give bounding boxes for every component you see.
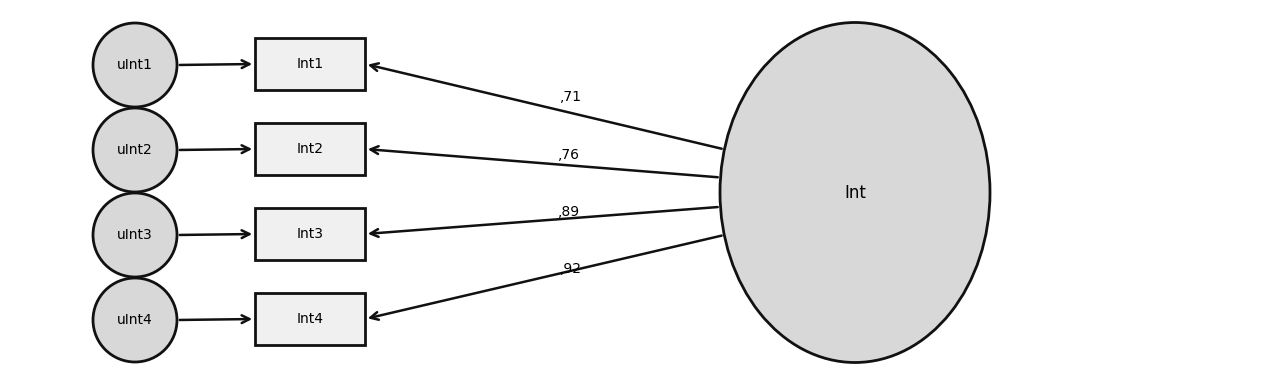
Text: uInt3: uInt3 bbox=[117, 228, 153, 242]
FancyBboxPatch shape bbox=[255, 38, 365, 90]
Text: ,89: ,89 bbox=[558, 206, 579, 219]
Text: Int: Int bbox=[844, 184, 865, 201]
Text: Int4: Int4 bbox=[296, 312, 323, 326]
FancyBboxPatch shape bbox=[255, 208, 365, 260]
Text: ,76: ,76 bbox=[558, 148, 579, 162]
Ellipse shape bbox=[94, 108, 177, 192]
Ellipse shape bbox=[720, 22, 990, 363]
FancyBboxPatch shape bbox=[255, 123, 365, 175]
Text: ,92: ,92 bbox=[560, 262, 582, 276]
Ellipse shape bbox=[94, 23, 177, 107]
FancyBboxPatch shape bbox=[255, 293, 365, 345]
Text: uInt2: uInt2 bbox=[117, 143, 153, 157]
Ellipse shape bbox=[94, 193, 177, 277]
Ellipse shape bbox=[94, 278, 177, 362]
Text: ,71: ,71 bbox=[560, 90, 582, 104]
Text: Int1: Int1 bbox=[296, 57, 323, 71]
Text: uInt4: uInt4 bbox=[117, 313, 153, 327]
Text: Int3: Int3 bbox=[296, 227, 323, 241]
Text: Int2: Int2 bbox=[296, 142, 323, 156]
Text: uInt1: uInt1 bbox=[117, 58, 153, 72]
